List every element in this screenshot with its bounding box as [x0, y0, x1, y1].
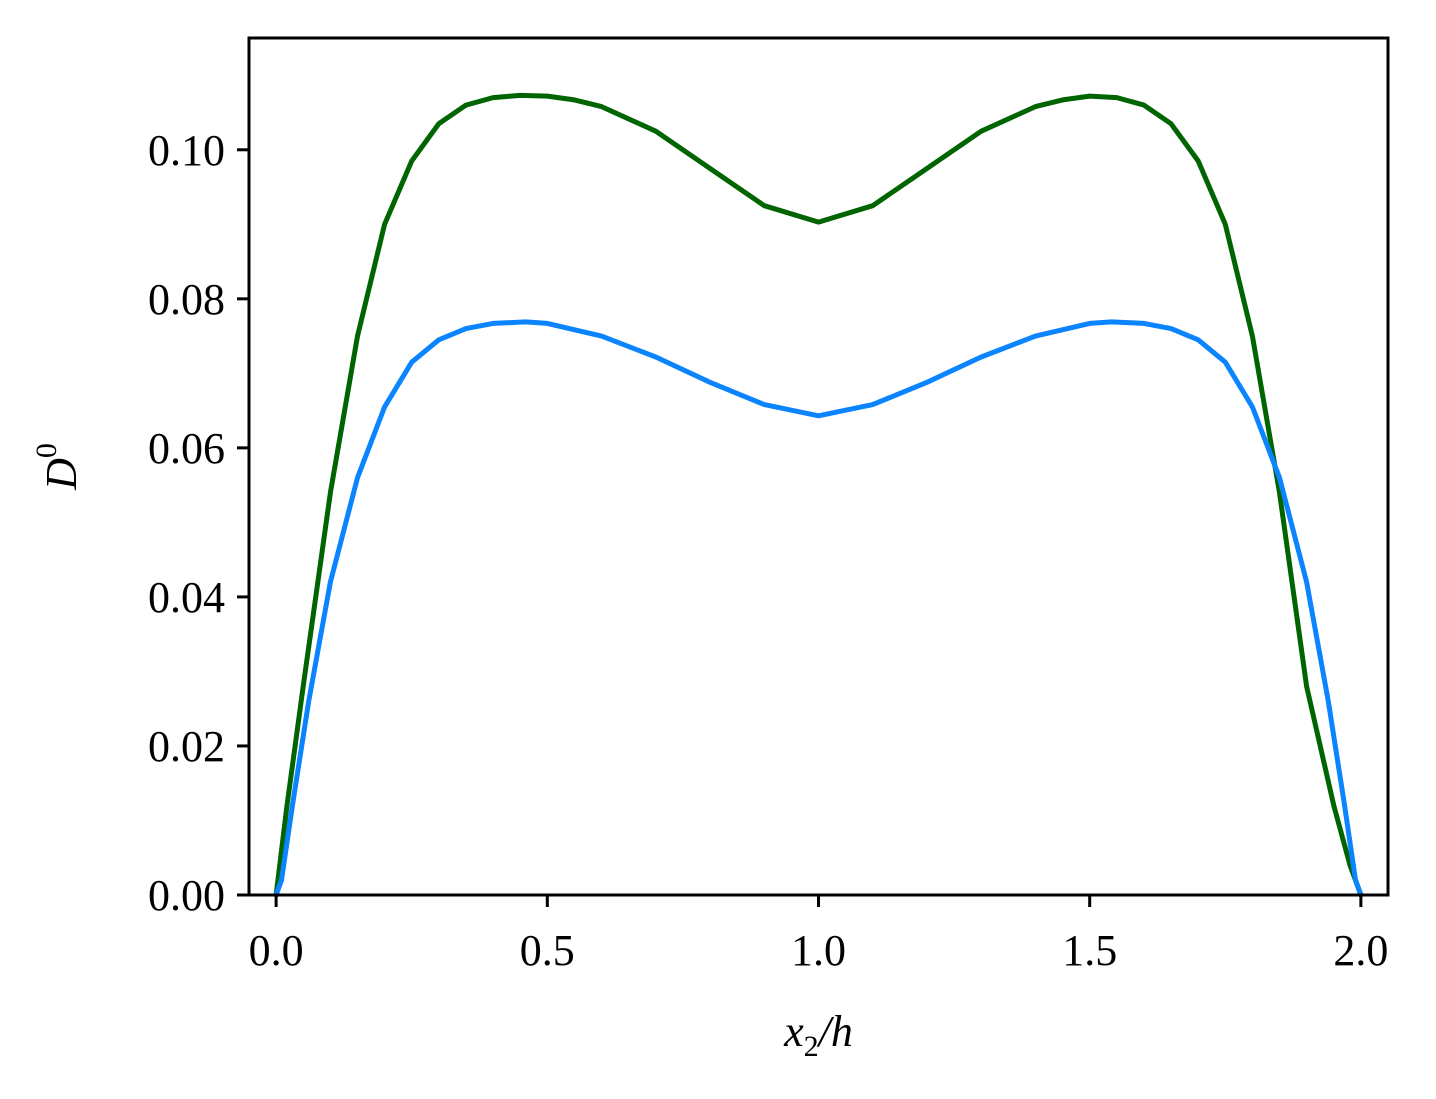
x-tick-label: 1.0: [791, 926, 846, 975]
x-tick-label: 0.0: [249, 926, 304, 975]
x-axis-label-sub: 2: [804, 1030, 819, 1063]
x-axis-label-rest: /h: [816, 1007, 853, 1056]
y-tick-label: 0.10: [148, 126, 225, 175]
x-tick-label: 0.5: [520, 926, 575, 975]
y-tick-label: 0.00: [148, 871, 225, 920]
y-axis-label-sup: 0: [30, 443, 63, 458]
series-line-1: [273, 92, 1364, 898]
y-tick-label: 0.02: [148, 722, 225, 771]
x-axis-ticks: 0.0 0.5 1.0 1.5 2.0: [249, 895, 1388, 975]
y-axis-label: D0: [30, 443, 86, 491]
x-tick-label: 2.0: [1333, 926, 1388, 975]
x-tick-label: 1.5: [1062, 926, 1117, 975]
series-layer: [273, 92, 1364, 898]
y-tick-label: 0.08: [148, 275, 225, 324]
y-tick-label: 0.06: [148, 424, 225, 473]
y-axis-ticks: 0.00 0.02 0.04 0.06 0.08 0.10: [148, 126, 249, 920]
y-tick-label: 0.04: [148, 573, 225, 622]
x-axis-label-var: x: [783, 1007, 804, 1056]
series-line-2: [273, 319, 1364, 898]
y-axis-label-var: D: [37, 458, 86, 491]
plot-frame: [247, 36, 1390, 897]
x-axis-label: x2/h: [783, 1007, 853, 1063]
